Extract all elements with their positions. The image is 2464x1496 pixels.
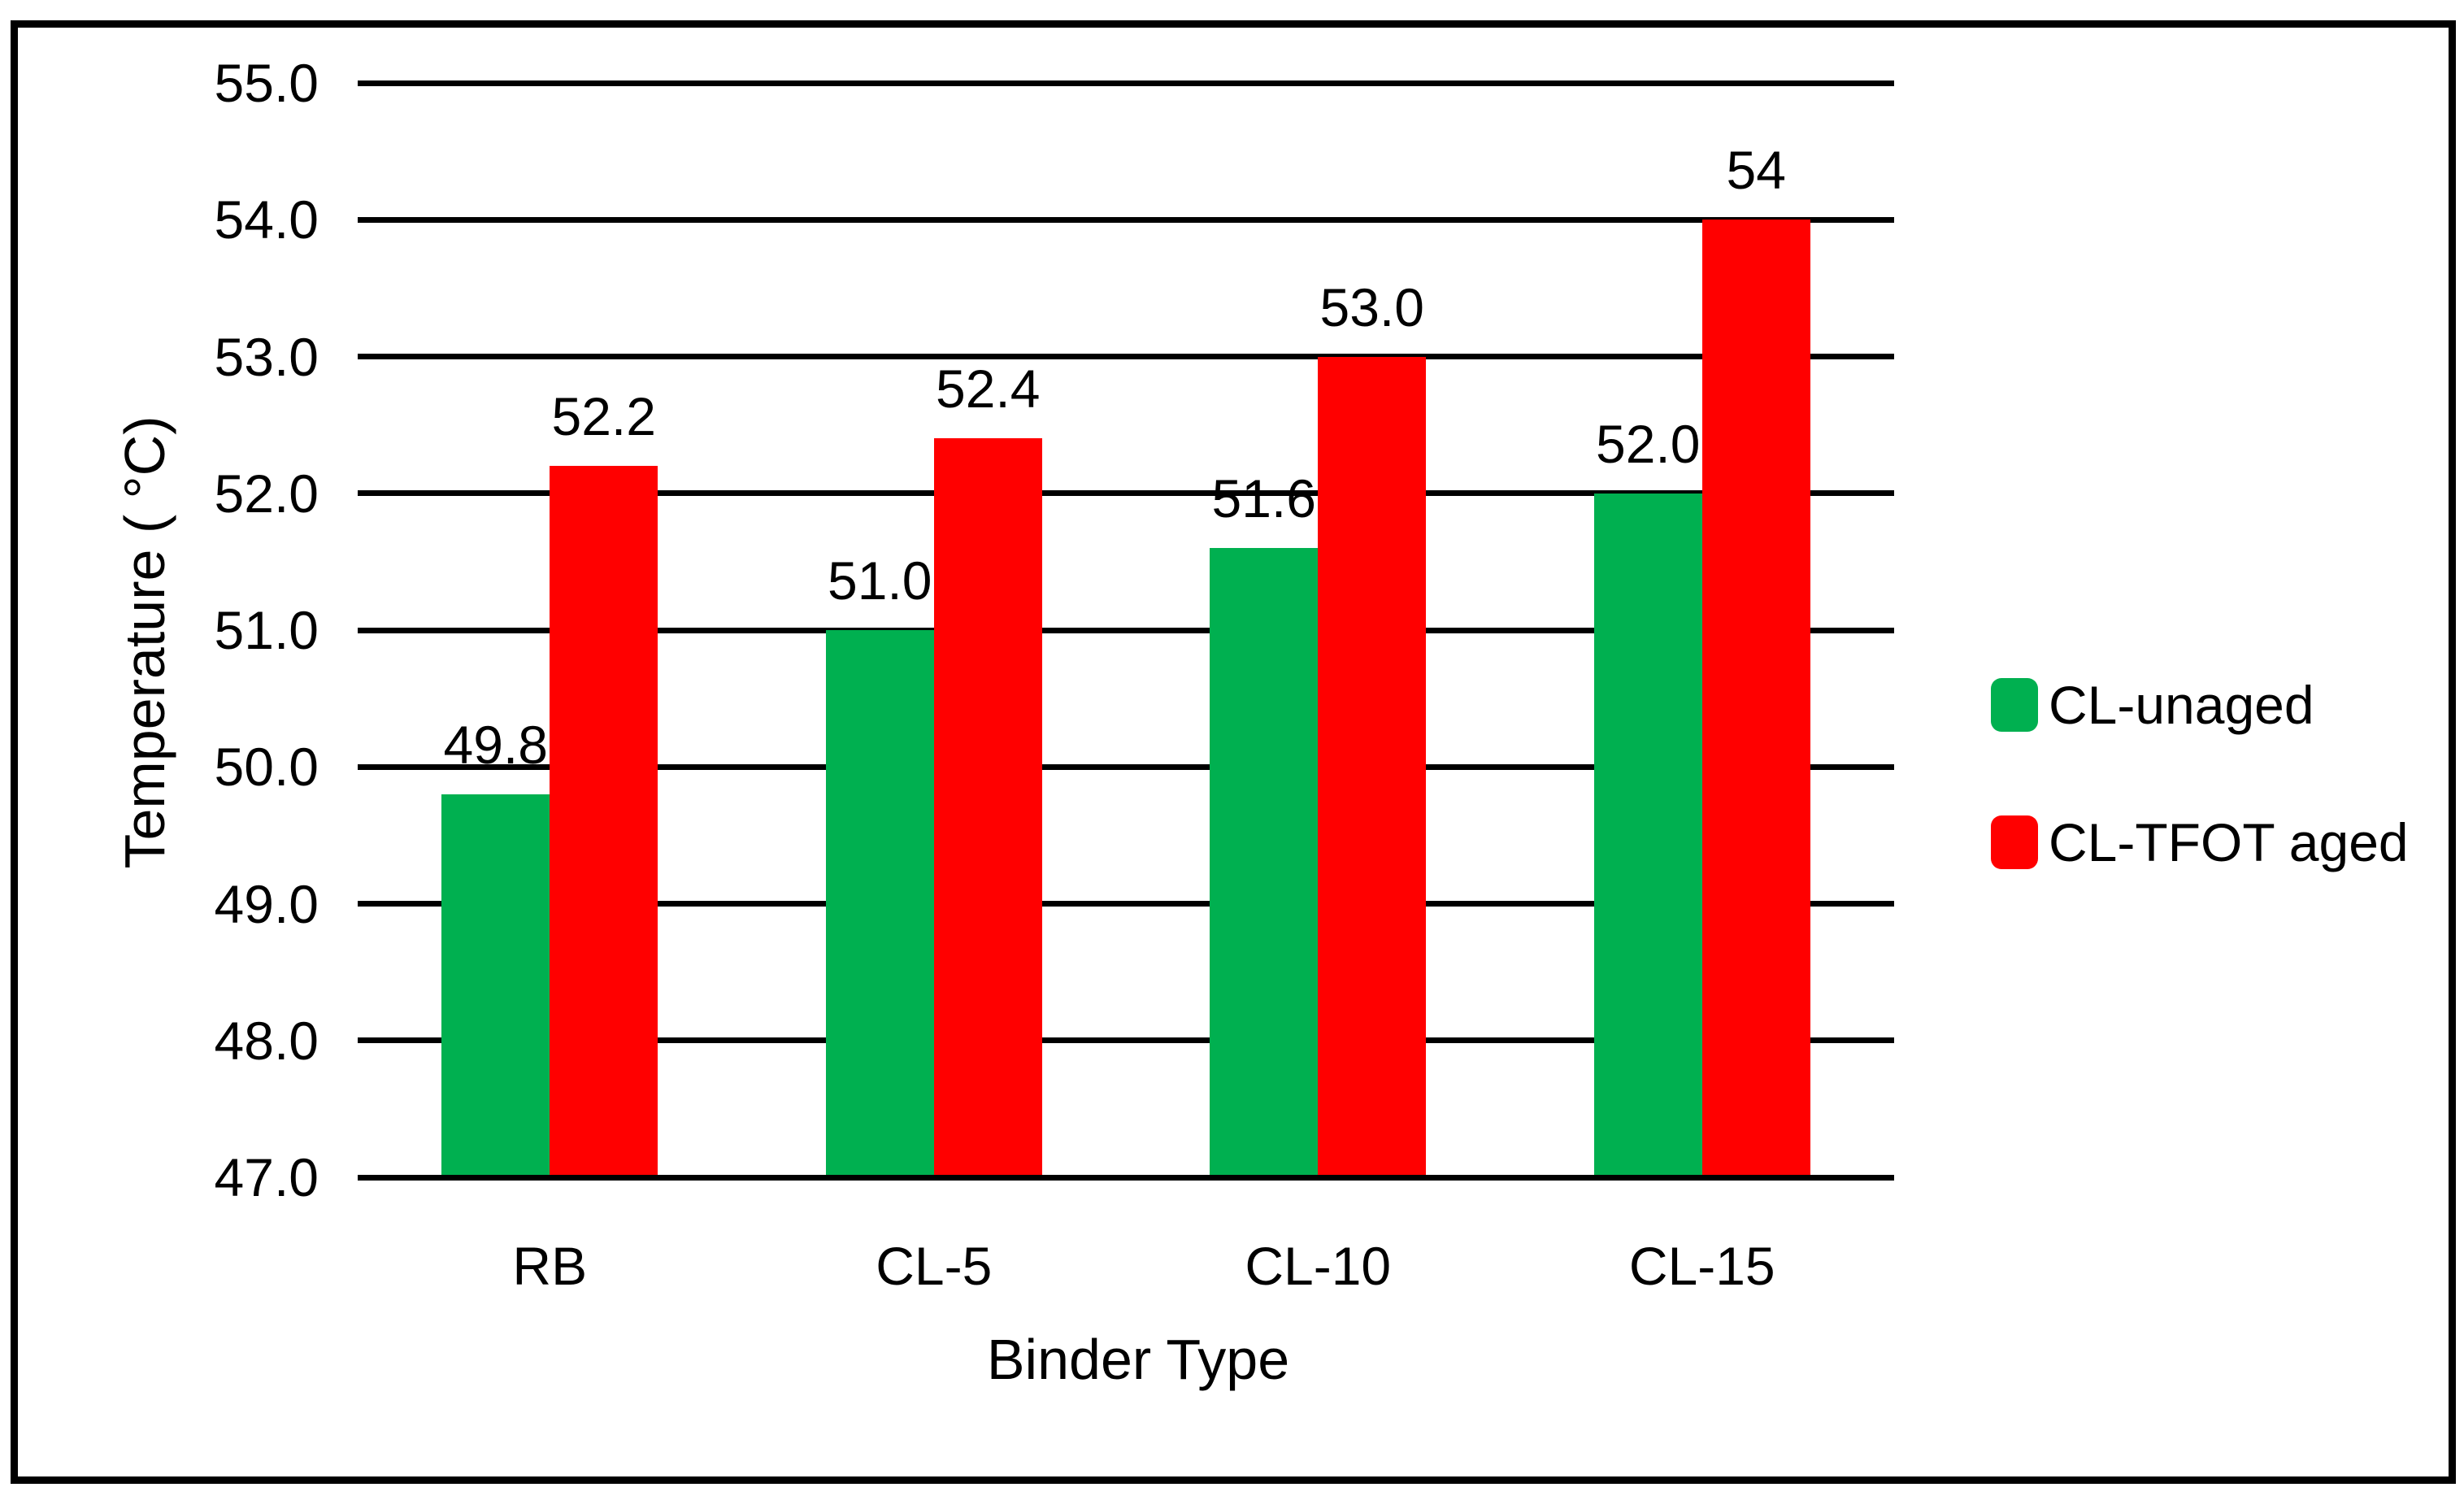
y-tick-label-54.0: 54.0 bbox=[214, 189, 319, 250]
bar-value-label-cl-tfot-aged-cl-10: 53.0 bbox=[1319, 276, 1424, 337]
bar-value-label-cl-tfot-aged-cl-5: 52.4 bbox=[936, 359, 1041, 420]
gridline-47.0 bbox=[358, 1174, 1894, 1181]
bar-cl-unaged-cl-10 bbox=[1210, 548, 1319, 1181]
gridline-48.0 bbox=[358, 1037, 1894, 1044]
y-tick-label-48.0: 48.0 bbox=[214, 1010, 319, 1071]
y-tick-label-47.0: 47.0 bbox=[214, 1147, 319, 1207]
x-tick-label-cl-15: CL-15 bbox=[1628, 1236, 1775, 1296]
bar-value-label-cl-tfot-aged-cl-15: 54 bbox=[1726, 140, 1786, 201]
bar-value-label-cl-unaged-rb: 49.8 bbox=[443, 714, 548, 775]
y-tick-label-50.0: 50.0 bbox=[214, 737, 319, 798]
legend-swatch-cl-unaged-icon bbox=[1991, 678, 2038, 732]
bar-cl-unaged-rb bbox=[441, 794, 550, 1181]
y-tick-label-53.0: 53.0 bbox=[214, 326, 319, 387]
legend-label-cl-tfot-aged: CL-TFOT aged bbox=[2049, 812, 2409, 872]
bar-cl-tfot-aged-cl-10 bbox=[1318, 356, 1427, 1181]
y-axis-title: Temperature ( °C) bbox=[113, 415, 176, 869]
gridline-55.0 bbox=[358, 80, 1894, 86]
bar-value-label-cl-unaged-cl-15: 52.0 bbox=[1596, 413, 1701, 474]
bar-cl-tfot-aged-cl-15 bbox=[1701, 220, 1810, 1181]
bar-cl-unaged-cl-5 bbox=[825, 630, 934, 1181]
gridline-51.0 bbox=[358, 627, 1894, 633]
gridline-52.0 bbox=[358, 490, 1894, 497]
legend-item-cl-tfot-aged: CL-TFOT aged bbox=[1991, 815, 2409, 869]
x-tick-label-cl-5: CL-5 bbox=[876, 1236, 993, 1296]
legend-item-cl-unaged: CL-unaged bbox=[1991, 678, 2409, 732]
legend-label-cl-unaged: CL-unaged bbox=[2049, 675, 2314, 735]
bar-cl-unaged-cl-15 bbox=[1593, 493, 1702, 1181]
gridline-49.0 bbox=[358, 901, 1894, 907]
bar-value-label-cl-tfot-aged-rb: 52.2 bbox=[551, 386, 656, 447]
legend-swatch-cl-tfot-aged-icon bbox=[1991, 815, 2038, 869]
bar-value-label-cl-unaged-cl-10: 51.6 bbox=[1211, 468, 1316, 529]
figure-border bbox=[11, 20, 2456, 1484]
gridline-50.0 bbox=[358, 763, 1894, 770]
x-axis-title: Binder Type bbox=[986, 1328, 1290, 1391]
y-tick-label-49.0: 49.0 bbox=[214, 873, 319, 934]
x-tick-label-rb: RB bbox=[512, 1236, 588, 1296]
y-tick-label-55.0: 55.0 bbox=[214, 53, 319, 113]
gridline-54.0 bbox=[358, 216, 1894, 223]
y-tick-label-52.0: 52.0 bbox=[214, 463, 319, 524]
legend: CL-unaged CL-TFOT aged bbox=[1991, 678, 2409, 869]
y-tick-label-51.0: 51.0 bbox=[214, 600, 319, 660]
bar-cl-tfot-aged-rb bbox=[550, 466, 658, 1181]
bar-cl-tfot-aged-cl-5 bbox=[933, 438, 1042, 1181]
x-tick-label-cl-10: CL-10 bbox=[1245, 1236, 1392, 1296]
gridline-53.0 bbox=[358, 354, 1894, 359]
bar-value-label-cl-unaged-cl-5: 51.0 bbox=[828, 550, 932, 611]
